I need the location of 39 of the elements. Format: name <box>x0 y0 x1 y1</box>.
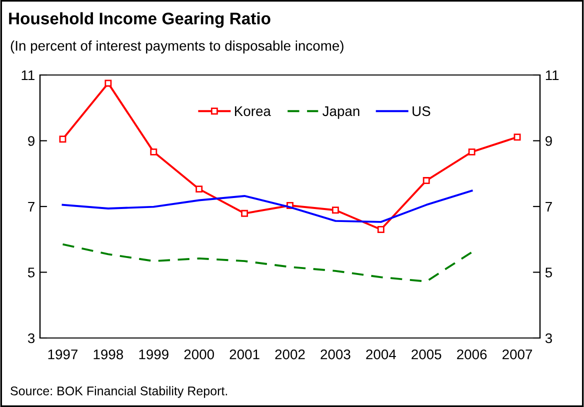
line-series <box>62 190 473 223</box>
x-tick-label: 2000 <box>184 349 214 360</box>
point <box>196 186 203 193</box>
y2-tick-label: 3 <box>545 333 552 344</box>
x-tick-label: 1999 <box>139 349 168 360</box>
x-tick-label: 2003 <box>320 349 350 360</box>
y-tick-label: 5 <box>28 268 35 278</box>
chart-title: Household Income Gearing Ratio <box>9 12 270 28</box>
y-tick-label: 7 <box>28 202 34 212</box>
x-tick-label: 2007 <box>502 349 532 360</box>
y2-tick-label: 9 <box>546 136 552 146</box>
x-tick-label: 1998 <box>94 349 124 360</box>
y-tick-label: 3 <box>28 333 35 344</box>
x-tick-label: 2004 <box>366 349 396 360</box>
x-tick-label: 2002 <box>275 349 305 360</box>
y-tick-label: 9 <box>28 136 34 146</box>
point <box>150 148 158 156</box>
point <box>468 148 476 156</box>
y2-tick-label: 11 <box>546 70 559 80</box>
x-tick-label: 2001 <box>230 349 260 360</box>
point <box>422 177 430 184</box>
legend-label: US <box>412 106 430 116</box>
x-tick-label: 1997 <box>48 349 78 360</box>
point <box>59 136 66 143</box>
legend-label: Korea <box>235 106 271 116</box>
source-note: Source: BOK Financial Stability Report. <box>10 386 228 398</box>
y2-tick-label: 7 <box>546 202 552 212</box>
point <box>377 226 384 233</box>
line-series <box>62 243 473 282</box>
point <box>332 206 339 214</box>
y2-tick-label: 5 <box>545 268 552 278</box>
y-tick-label: 11 <box>22 70 34 80</box>
legend-label: Japan <box>322 106 360 119</box>
chart-subtitle: (In percent of interest payments to disposable income) <box>10 40 344 54</box>
x-tick-label: 2006 <box>457 349 487 360</box>
point <box>514 134 521 141</box>
point <box>104 80 112 87</box>
x-tick-label: 2005 <box>412 349 442 360</box>
point <box>241 210 248 217</box>
